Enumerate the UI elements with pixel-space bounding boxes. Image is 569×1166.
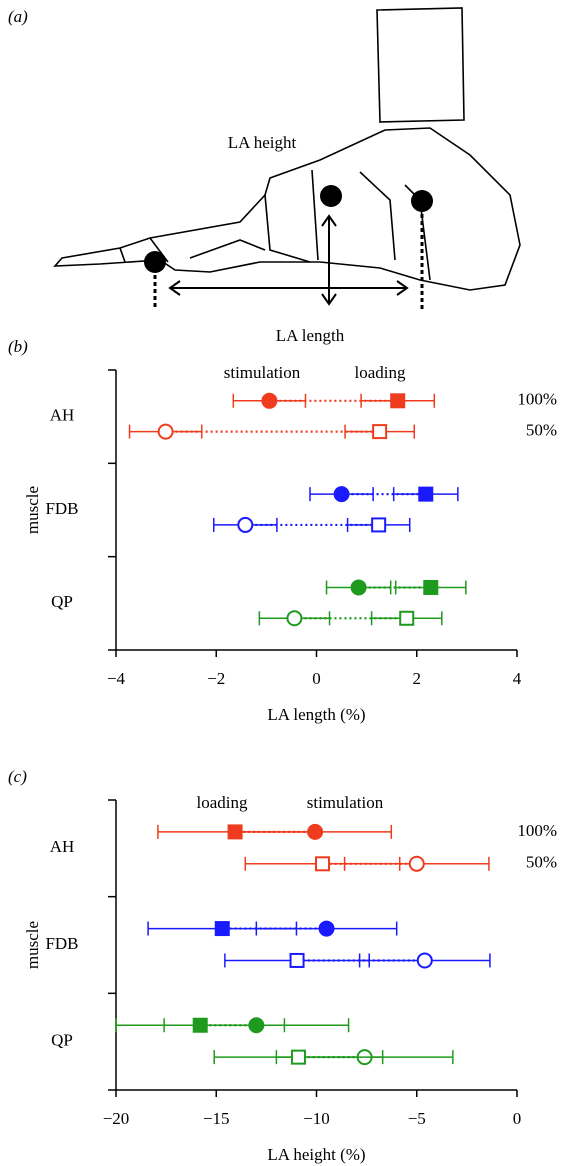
series-label: stimulation: [224, 363, 301, 382]
marker: [390, 393, 406, 409]
marker: [315, 856, 331, 872]
level-label: 100%: [517, 821, 557, 840]
x-tick-label: 4: [513, 669, 522, 688]
y-axis-label: muscle: [23, 486, 42, 534]
marker: [408, 855, 425, 872]
level-label: 50%: [526, 853, 557, 872]
marker: [399, 610, 415, 626]
marker: [318, 920, 335, 937]
length-label: LA length: [276, 326, 345, 345]
marker: [350, 579, 367, 596]
series-label: stimulation: [307, 793, 384, 812]
panel-label: (b): [8, 337, 28, 356]
marker: [371, 517, 387, 533]
category-label: FDB: [45, 499, 78, 518]
category-label: AH: [50, 406, 75, 425]
x-tick-label: −10: [303, 1109, 330, 1128]
x-tick-label: 2: [413, 669, 422, 688]
x-tick-label: −15: [203, 1109, 230, 1128]
x-tick-label: −4: [107, 669, 126, 688]
panel-label: (c): [8, 767, 27, 786]
marker: [227, 824, 243, 840]
level-label: 50%: [526, 421, 557, 440]
series-label: loading: [355, 363, 406, 382]
panel-label: (a): [8, 7, 28, 26]
marker: [157, 423, 174, 440]
foot-diagram: [53, 7, 521, 291]
marker: [289, 952, 305, 968]
x-axis-label: LA length (%): [267, 705, 365, 724]
marker: [416, 952, 433, 969]
marker: [418, 486, 434, 502]
marker: [423, 579, 439, 595]
x-tick-label: −20: [103, 1109, 130, 1128]
category-label: FDB: [45, 934, 78, 953]
category-label: AH: [50, 837, 75, 856]
height-label: LA height: [228, 133, 297, 152]
marker: [192, 1017, 208, 1033]
level-label: 100%: [517, 390, 557, 409]
x-tick-label: 0: [312, 669, 321, 688]
marker: [333, 486, 350, 503]
x-tick-label: −2: [207, 669, 225, 688]
x-axis-label: LA height (%): [267, 1145, 365, 1164]
marker: [237, 516, 254, 533]
category-label: QP: [51, 1031, 73, 1050]
category-label: QP: [51, 592, 73, 611]
marker: [214, 921, 230, 937]
marker: [290, 1049, 306, 1065]
y-axis-label: muscle: [23, 921, 42, 969]
x-tick-label: 0: [513, 1109, 522, 1128]
x-tick-label: −5: [408, 1109, 426, 1128]
series-label: loading: [197, 793, 248, 812]
marker: [372, 424, 388, 440]
marker: [261, 392, 278, 409]
landmarks: [144, 185, 433, 310]
marker: [286, 610, 303, 627]
